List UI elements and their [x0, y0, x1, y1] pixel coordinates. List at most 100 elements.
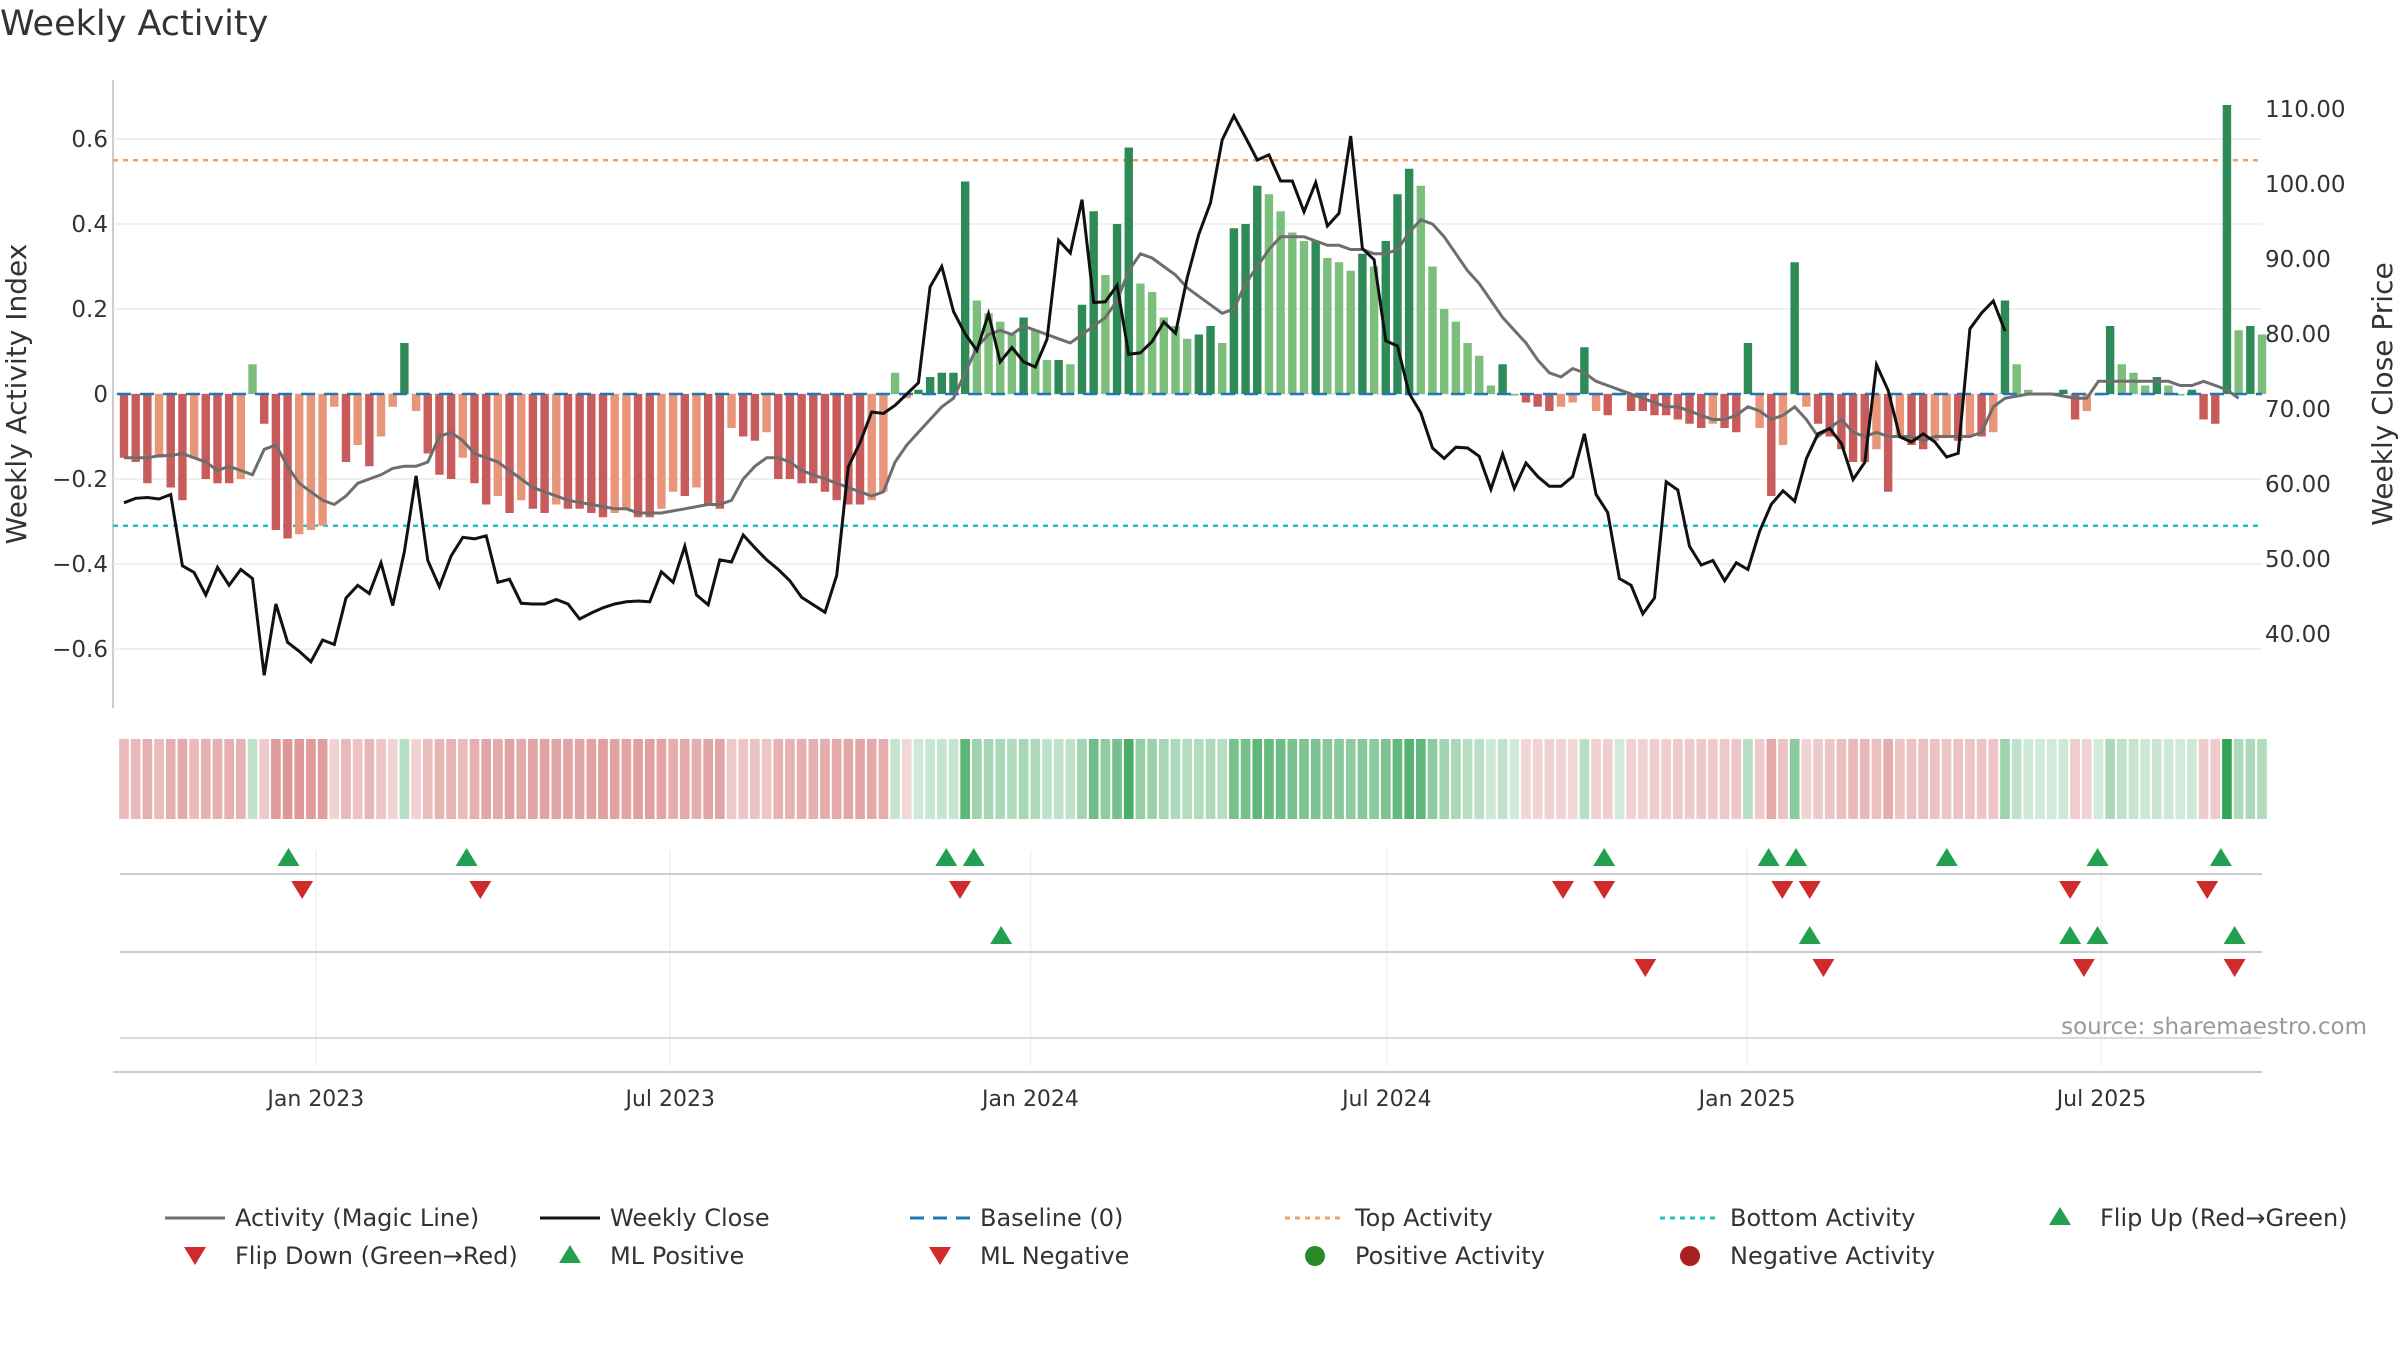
activity-bar — [1661, 394, 1671, 416]
heat-strip-cell — [1965, 739, 1975, 819]
heat-strip-cell — [2152, 739, 2162, 819]
heat-strip-cell — [212, 739, 223, 819]
ytick-left-label: −0.4 — [52, 552, 108, 578]
activity-bar — [820, 394, 830, 492]
heat-strip-cell — [1007, 739, 1017, 819]
heat-strip-cell — [1766, 739, 1777, 819]
heat-strip-cell — [726, 739, 737, 819]
heat-strip-cell — [1112, 739, 1122, 819]
heat-strip-cell — [1205, 739, 1216, 819]
activity-bar — [657, 394, 666, 509]
activity-bar — [2222, 105, 2232, 394]
heat-strip-cell — [1404, 739, 1414, 819]
activity-bar — [680, 394, 689, 496]
activity-bar — [1451, 321, 1461, 394]
heat-strip-cell — [1123, 739, 1134, 819]
heat-strip-cell — [2093, 739, 2104, 819]
heat-strip-cell — [469, 739, 480, 819]
heat-strip-cell — [1147, 739, 1157, 819]
heat-strip-cell — [1497, 739, 1508, 819]
heat-strip-cell — [2222, 739, 2232, 819]
heat-strip-cell — [1252, 739, 1263, 819]
heat-strip-cell — [1953, 739, 1964, 819]
activity-bar — [131, 394, 140, 462]
heat-strip-cell — [1871, 739, 1882, 819]
legend-ml-positive-swatch — [559, 1245, 581, 1263]
heat-strip-cell — [1743, 739, 1753, 819]
activity-bar — [1416, 185, 1426, 394]
ylabel-left: Weekly Activity Index — [0, 244, 33, 545]
legend-ml-negative-swatch — [929, 1247, 951, 1265]
heat-strip-cell — [1287, 739, 1298, 819]
heat-strip-cell — [411, 739, 421, 819]
activity-bar — [1171, 326, 1180, 394]
activity-bar — [1206, 326, 1215, 394]
heat-strip-cell — [1240, 739, 1251, 819]
heat-strip-cell — [901, 739, 912, 819]
heat-strip-cell — [574, 739, 585, 819]
activity-bar — [762, 394, 771, 433]
activity-bar — [1883, 394, 1893, 492]
activity-bar — [318, 394, 327, 526]
activity-bar — [1334, 262, 1344, 394]
heat-strip-cell — [539, 739, 550, 819]
activity-bar — [2012, 364, 2021, 394]
heat-strip-cell — [457, 739, 468, 819]
heat-strip-cell — [1217, 739, 1228, 819]
activity-bar — [236, 394, 246, 479]
heat-strip-cell — [2140, 739, 2151, 819]
heat-strip-cell — [329, 739, 340, 819]
heat-strip-cell — [119, 739, 129, 819]
heat-strip-cell — [2023, 739, 2034, 819]
activity-bar — [867, 394, 876, 501]
heat-strip-cell — [493, 739, 503, 819]
activity-bar — [505, 394, 514, 513]
legend-positive-activity-swatch — [1305, 1246, 1325, 1266]
ml-negative-marker — [2223, 959, 2246, 977]
heat-strip-cell — [866, 739, 877, 819]
flip-down-marker — [2196, 881, 2219, 899]
heat-strip-cell — [1602, 739, 1613, 819]
activity-bar — [797, 394, 806, 484]
heat-strip-cell — [189, 739, 199, 819]
heat-strip-cell — [1380, 739, 1391, 819]
activity-bar — [201, 394, 210, 479]
activity-bar — [1813, 394, 1823, 424]
heat-strip-cell — [2011, 739, 2022, 819]
activity-bar — [1918, 394, 1928, 450]
activity-bar — [388, 394, 397, 407]
activity-bar — [1965, 394, 1975, 437]
activity-bar — [1767, 394, 1776, 496]
activity-bar — [1942, 394, 1951, 437]
ml-positive-marker — [2086, 926, 2109, 944]
ytick-left-label: 0.4 — [71, 212, 108, 238]
heat-strip-cell — [1976, 739, 1987, 819]
activity-bar — [2059, 389, 2068, 394]
heat-strip-cell — [504, 739, 515, 819]
flip-down-marker — [949, 881, 972, 899]
activity-bar — [341, 394, 351, 462]
ytick-right-label: 70.00 — [2265, 397, 2331, 423]
activity-bar — [610, 394, 619, 513]
ytick-left-label: 0.6 — [71, 127, 108, 153]
activity-bar — [330, 394, 339, 407]
ytick-right-label: 50.00 — [2265, 547, 2331, 573]
activity-bar — [2105, 326, 2115, 394]
heat-strip-cell — [1462, 739, 1473, 819]
heat-strip-cell — [1357, 739, 1368, 819]
activity-bar — [809, 394, 818, 484]
activity-bar — [1568, 394, 1577, 403]
activity-bar — [1650, 394, 1659, 416]
heat-strip-cell — [434, 739, 445, 819]
heat-strip-cell — [1334, 739, 1344, 819]
activity-bar — [1066, 364, 1075, 394]
ml-positive-marker — [990, 926, 1013, 944]
heat-strip-cell — [177, 739, 188, 819]
ml-negative-marker — [1634, 959, 1657, 977]
heat-strip-cell — [1229, 739, 1239, 819]
activity-bar — [248, 364, 257, 394]
ml-positive-marker — [2223, 926, 2246, 944]
activity-bar — [645, 394, 654, 518]
heat-strip-cell — [703, 739, 713, 819]
heat-strip-cell — [714, 739, 725, 819]
